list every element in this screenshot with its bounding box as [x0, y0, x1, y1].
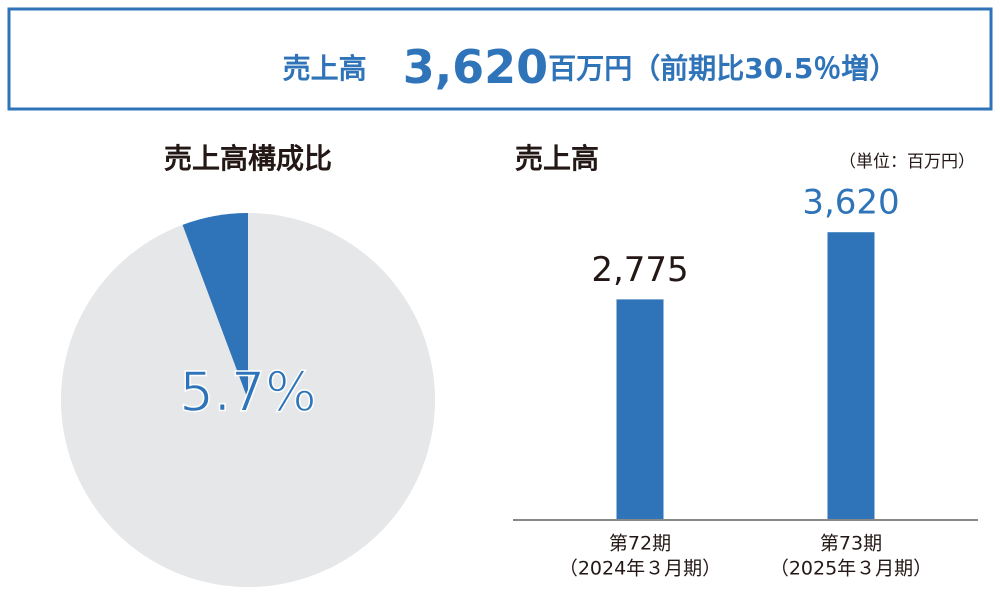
bar-value-label: 3,620: [802, 183, 899, 223]
banner-text: 売上高 3,620百万円（前期比30.5％増）: [283, 40, 898, 94]
pie-slice: [182, 213, 248, 400]
banner-box: [7, 7, 993, 111]
pie-title: 売上高構成比: [164, 142, 332, 175]
x-tick-sublabel: （2025年３月期）: [770, 558, 932, 580]
pie-value-label: 5.7%: [179, 361, 316, 424]
bar: [616, 299, 664, 520]
x-tick-sublabel: （2024年３月期）: [559, 558, 721, 580]
bar-value-label: 2,775: [591, 250, 688, 290]
bar: [827, 232, 875, 520]
x-tick-label: 第73期: [820, 533, 882, 555]
bar-title: 売上高: [515, 142, 599, 175]
banner-note: （前期比30.5％増）: [632, 52, 897, 85]
banner-unit: 百万円: [548, 52, 632, 85]
banner-value: 3,620: [403, 40, 549, 94]
banner-label: 売上高: [283, 52, 367, 85]
unit-note: （単位：百万円）: [839, 152, 975, 172]
x-tick-label: 第72期: [609, 533, 671, 555]
pie-slice: [61, 213, 436, 587]
